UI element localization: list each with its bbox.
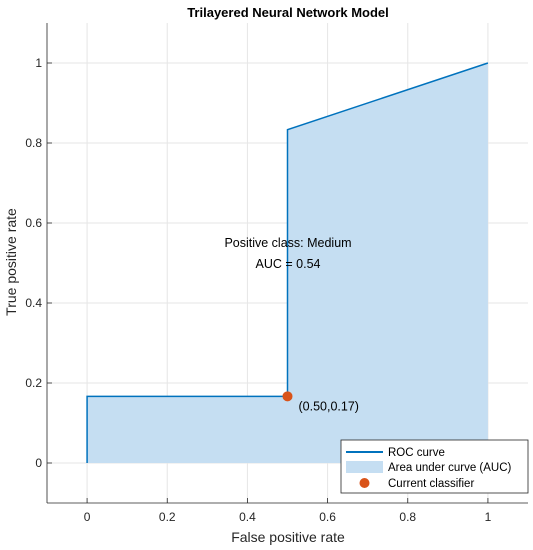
y-tick-label-0: 0 bbox=[35, 456, 42, 470]
legend-classifier-swatch bbox=[359, 478, 370, 488]
legend-classifier-label: Current classifier bbox=[388, 478, 474, 490]
chart-title: Trilayered Neural Network Model bbox=[187, 5, 389, 20]
current-classifier-marker bbox=[282, 391, 293, 402]
y-tick-label-5: 1 bbox=[35, 56, 42, 70]
x-axis-label: False positive rate bbox=[231, 529, 345, 545]
tick-labels: 0 0.2 0.4 0.6 0.8 1 0 0.2 0.4 0.6 0.8 1 bbox=[25, 56, 491, 524]
y-tick-label-1: 0.2 bbox=[25, 376, 42, 390]
y-tick-label-3: 0.6 bbox=[25, 216, 42, 230]
legend-roc-label: ROC curve bbox=[388, 447, 445, 459]
x-tick-label-0: 0 bbox=[84, 510, 91, 524]
annotation-auc: AUC = 0.54 bbox=[256, 257, 321, 271]
x-tick-label-1: 0.2 bbox=[159, 510, 176, 524]
y-tick-label-2: 0.4 bbox=[25, 296, 42, 310]
current-classifier-label: (0.50,0.17) bbox=[299, 399, 359, 413]
legend: ROC curve Area under curve (AUC) Current… bbox=[340, 439, 529, 494]
x-tick-label-3: 0.6 bbox=[319, 510, 336, 524]
legend-auc-label: Area under curve (AUC) bbox=[388, 462, 512, 474]
legend-auc-swatch bbox=[346, 461, 383, 473]
y-tick-label-4: 0.8 bbox=[25, 136, 42, 150]
y-axis-label: True positive rate bbox=[3, 208, 19, 316]
axes bbox=[46, 23, 528, 504]
x-tick-label-4: 0.8 bbox=[399, 510, 416, 524]
x-tick-label-2: 0.4 bbox=[239, 510, 256, 524]
annotation-positive-class: Positive class: Medium bbox=[224, 236, 351, 250]
marker-layer: (0.50,0.17) bbox=[282, 391, 359, 413]
x-tick-label-5: 1 bbox=[485, 510, 492, 524]
